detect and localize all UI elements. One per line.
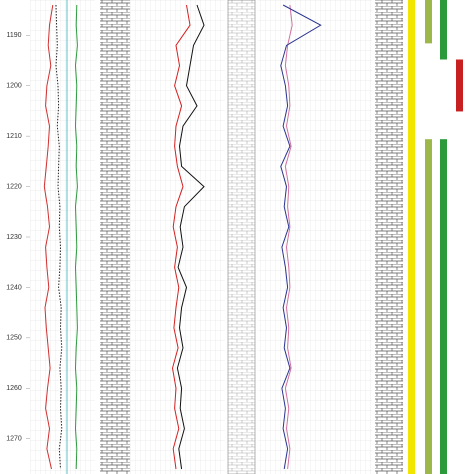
depth-label: 1250 [6,335,22,342]
depth-label: 1200 [6,83,22,90]
depth-label: 1210 [6,133,22,140]
zone-bar [456,59,463,112]
depth-label: 1240 [6,284,22,291]
track-bg [30,0,95,474]
zone-bar [440,0,447,60]
log-curve [74,4,78,470]
log-curve [55,4,63,470]
zone-bar [425,0,432,44]
lithology [100,0,130,474]
log-curve [284,4,293,470]
zone-bar [425,139,432,474]
log-curve [43,4,54,470]
track-bg [258,0,372,474]
zone-bar [408,0,415,474]
track-bg [130,0,155,474]
lithology [227,0,256,474]
depth-label: 1230 [6,234,22,241]
lithology [375,0,403,474]
log-curve [176,4,205,470]
log-curve [280,4,322,470]
zone-bar [440,139,447,474]
depth-label: 1220 [6,183,22,190]
depth-label: 1190 [6,32,21,39]
depth-label: 1270 [6,436,22,443]
depth-label: 1260 [6,385,22,392]
track-bg [155,0,225,474]
log-curve [171,4,191,470]
